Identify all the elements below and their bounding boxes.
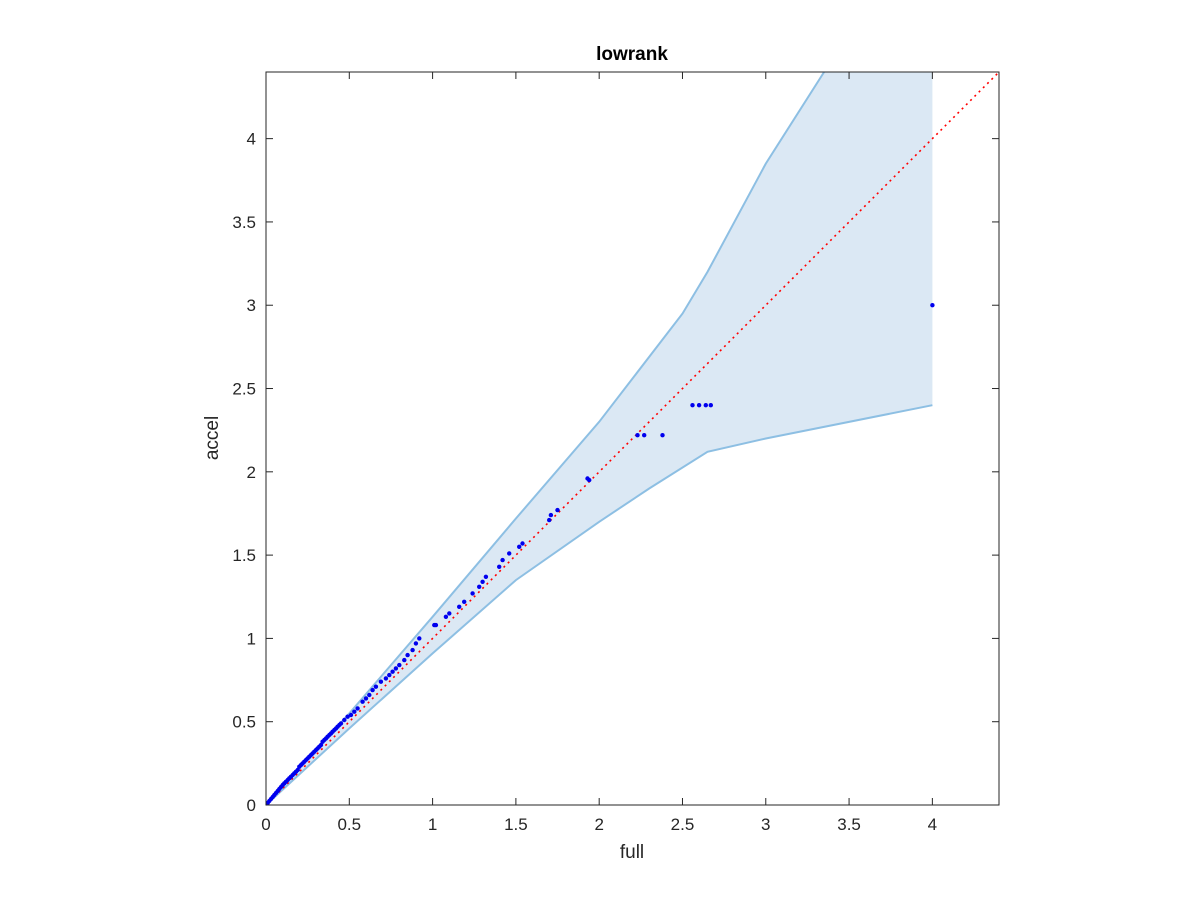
- axis-ticks: 0 0.5 1 1.5 2 2.5 3 3.5 4 0 0.5 1 1.5 2 2.5 3 3.5 4: [232, 72, 999, 834]
- data-point: [507, 551, 512, 556]
- data-point: [930, 303, 935, 308]
- data-point: [417, 636, 422, 641]
- y-tick-label: 3.5: [232, 213, 256, 232]
- data-point: [355, 706, 360, 711]
- x-tick-label: 3: [761, 815, 770, 834]
- data-point: [635, 433, 640, 438]
- data-point: [443, 614, 449, 619]
- data-point: [480, 579, 485, 584]
- y-tick-label: 1: [247, 629, 256, 648]
- x-axis-label: full: [620, 842, 644, 863]
- data-point: [462, 599, 467, 604]
- data-point: [393, 666, 399, 671]
- y-tick-label: 3: [247, 296, 256, 315]
- y-tick-label: 0.5: [232, 713, 256, 732]
- data-point: [373, 684, 379, 689]
- data-point: [433, 622, 439, 628]
- data-point: [383, 676, 389, 681]
- data-point: [363, 696, 369, 701]
- data-point: [295, 767, 300, 773]
- confidence-band-upper-edge: [265, 71, 825, 806]
- data-point: [547, 517, 552, 523]
- data-point: [370, 687, 375, 693]
- x-tick-label: 1.5: [504, 815, 528, 834]
- data-point: [367, 692, 372, 698]
- y-tick-label: 2.5: [232, 380, 256, 399]
- data-point: [555, 507, 560, 513]
- y-tick-label: 2: [247, 463, 256, 482]
- data-point: [405, 652, 410, 658]
- data-point: [548, 512, 554, 518]
- confidence-band-lower-edge: [265, 404, 933, 806]
- x-tick-label: 2: [594, 815, 603, 834]
- confidence-band-fill: [266, 72, 933, 805]
- plot-area: 0 0.5 1 1.5 2 2.5 3 3.5 4 0 0.5 1 1.5 2 2.5 3 3.5 4: [232, 71, 1000, 834]
- data-point: [497, 564, 502, 569]
- y-tick-label: 1.5: [232, 546, 256, 565]
- data-point: [360, 699, 365, 704]
- x-tick-label: 1: [428, 815, 437, 834]
- data-point: [660, 433, 665, 438]
- data-point: [390, 669, 395, 674]
- data-point: [342, 717, 347, 723]
- data-point: [642, 433, 647, 438]
- data-point: [352, 709, 357, 714]
- data-point: [500, 557, 505, 563]
- data-point: [387, 672, 392, 678]
- scatter-points: [265, 303, 935, 806]
- data-point: [690, 403, 695, 408]
- x-tick-label: 2.5: [671, 815, 695, 834]
- data-point: [413, 641, 419, 646]
- data-point: [410, 647, 415, 653]
- axes-box: [265, 71, 1000, 806]
- data-point: [477, 584, 482, 589]
- data-point: [708, 403, 713, 408]
- data-point: [520, 541, 525, 546]
- chart-title: lowrank: [596, 44, 668, 65]
- y-tick-label: 0: [247, 796, 256, 815]
- data-point: [402, 657, 407, 663]
- data-point: [447, 611, 452, 616]
- data-point: [470, 591, 475, 596]
- y-axis-label: accel: [202, 416, 223, 460]
- x-tick-label: 3.5: [837, 815, 861, 834]
- data-point: [517, 544, 522, 549]
- data-point: [348, 712, 354, 718]
- data-point: [587, 477, 592, 483]
- data-point: [397, 662, 402, 668]
- data-point: [703, 403, 708, 408]
- x-tick-label: 0.5: [337, 815, 361, 834]
- data-point: [696, 403, 702, 408]
- data-point: [338, 721, 344, 726]
- data-point: [318, 742, 324, 748]
- data-point: [378, 679, 384, 684]
- y-tick-label: 4: [247, 130, 256, 149]
- data-point: [457, 604, 462, 609]
- data-point: [483, 574, 489, 579]
- x-tick-label: 0: [261, 815, 270, 834]
- x-tick-label: 4: [928, 815, 937, 834]
- data-point: [345, 714, 350, 719]
